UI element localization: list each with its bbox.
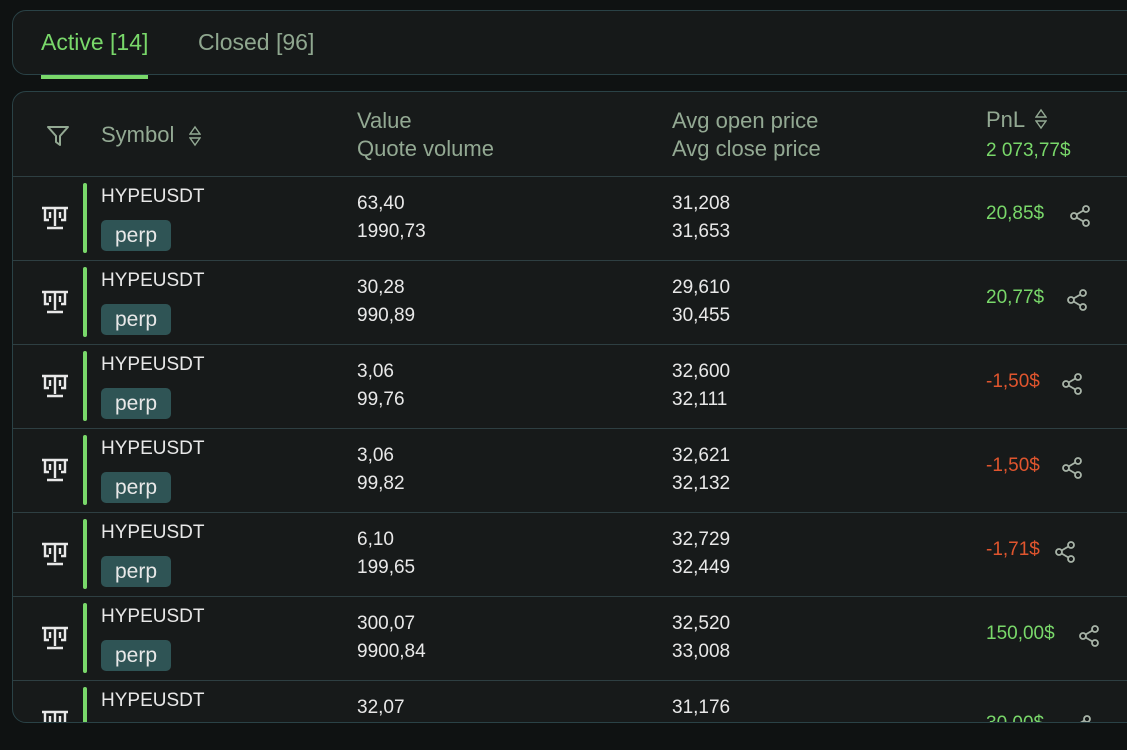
table-row[interactable]: HYPEUSDT perp 3,06 99,82 32,621 32,132 -… [13,428,1127,513]
share-icon[interactable] [1068,204,1092,228]
sort-icon[interactable] [1035,108,1047,130]
avg-open-price: 31,176 [672,697,731,718]
table-header: Symbol Value Quote volume Avg open price… [13,92,1127,177]
symbol-logo-icon [42,290,68,314]
symbol: HYPEUSDT [101,186,205,207]
avg-close-price: 32,111 [672,389,728,410]
symbol-logo-icon [42,542,68,566]
table-row[interactable]: HYPEUSDT perp 63,40 1990,73 31,208 31,65… [13,176,1127,261]
tab-active[interactable]: Active [14] [41,29,149,79]
symbol-logo-icon [42,710,68,722]
avg-open-price: 32,729 [672,529,731,550]
side-indicator [83,519,87,589]
avg-close-price: 32,132 [672,473,731,494]
pnl-value: -1,50$ [986,455,1040,476]
quote-volume: 1990,73 [357,221,426,242]
tab-bar: Active [14] Closed [96] [12,10,1127,79]
value: 32,07 [357,697,405,718]
symbol-header[interactable]: Symbol [101,122,175,147]
avg-open-price: 32,621 [672,445,731,466]
value: 6,10 [357,529,394,550]
symbol: HYPEUSDT [101,522,205,543]
symbol-logo-icon [42,374,68,398]
value-header: Value [357,108,412,133]
symbol-logo-icon [42,458,68,482]
avg-open-price: 32,600 [672,361,731,382]
side-indicator [83,183,87,253]
perp-badge: perp [101,640,172,671]
avg-close-price: 31,653 [672,221,731,242]
avg-open-price: 29,610 [672,277,731,298]
perp-badge: perp [101,472,172,503]
side-indicator [83,603,87,673]
quote-volume: 99,76 [357,389,405,410]
avg-open-price: 31,208 [672,193,731,214]
perp-badge: perp [101,388,172,419]
perp-badge: perp [101,556,172,587]
share-icon[interactable] [1060,372,1084,396]
perp-badge: perp [101,304,172,335]
avg-close-price: 30,455 [672,305,731,326]
table-row[interactable]: HYPEUSDT perp 300,07 9900,84 32,520 33,0… [13,596,1127,681]
side-indicator [83,435,87,505]
side-indicator [83,687,87,722]
perp-badge: perp [101,220,172,251]
share-icon[interactable] [1077,624,1101,648]
pnl-value: 20,77$ [986,287,1045,308]
pnl-value: -1,71$ [986,539,1040,560]
pnl-total: 2 073,77$ [986,140,1071,161]
share-icon[interactable] [1053,540,1077,564]
avg-open-price: 32,520 [672,613,731,634]
symbol-logo-icon [42,626,68,650]
share-icon[interactable] [1060,456,1084,480]
avg-close-price: 33,008 [672,641,731,662]
symbol: HYPEUSDT [101,354,205,375]
sort-icon[interactable] [189,125,201,147]
pnl-value: -1,50$ [986,371,1040,392]
value: 30,28 [357,277,405,298]
symbol: HYPEUSDT [101,438,205,459]
table-row[interactable]: HYPEUSDT perp 3,06 99,76 32,600 32,111 -… [13,344,1127,429]
table-row[interactable]: HYPEUSDT perp 32,07 31,176 30,00$ [13,680,1127,723]
symbol-logo-icon [42,206,68,230]
quote-volume: 99,82 [357,473,405,494]
side-indicator [83,267,87,337]
avg-open-header: Avg open price [672,108,819,133]
table-row[interactable]: HYPEUSDT perp 30,28 990,89 29,610 30,455… [13,260,1127,345]
value: 3,06 [357,445,394,466]
symbol: HYPEUSDT [101,606,205,627]
value: 3,06 [357,361,394,382]
table-row[interactable]: HYPEUSDT perp 6,10 199,65 32,729 32,449 … [13,512,1127,597]
symbol: HYPEUSDT [101,270,205,291]
avg-close-price: 32,449 [672,557,731,578]
pnl-value: 20,85$ [986,203,1045,224]
value: 63,40 [357,193,405,214]
avg-close-header: Avg close price [672,136,821,161]
pnl-value: 30,00$ [986,713,1044,722]
filter-icon[interactable] [46,124,70,148]
symbol: HYPEUSDT [101,690,205,711]
side-indicator [83,351,87,421]
tab-closed[interactable]: Closed [96] [198,29,315,55]
pnl-value: 150,00$ [986,623,1055,644]
share-icon[interactable] [1065,288,1089,312]
quote-volume-header: Quote volume [357,136,494,161]
quote-volume: 990,89 [357,305,416,326]
quote-volume: 9900,84 [357,641,426,662]
value: 300,07 [357,613,416,634]
positions-table: Symbol Value Quote volume Avg open price… [12,91,1127,723]
share-icon[interactable] [1069,714,1093,723]
quote-volume: 199,65 [357,557,416,578]
pnl-header[interactable]: PnL [986,107,1026,132]
